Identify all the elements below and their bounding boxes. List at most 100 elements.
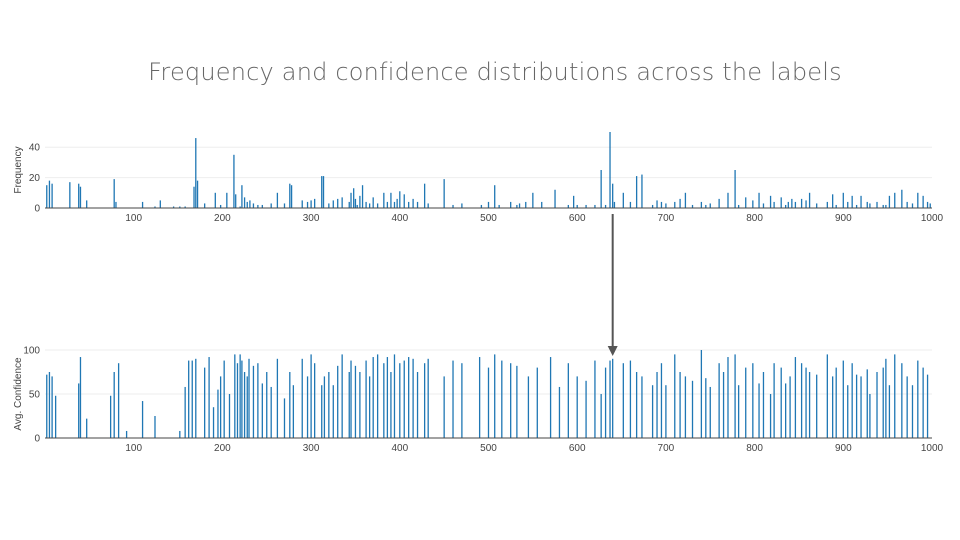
bar bbox=[306, 376, 309, 438]
bar bbox=[337, 198, 339, 208]
bar bbox=[629, 360, 632, 438]
bar bbox=[310, 354, 312, 438]
bar bbox=[301, 200, 303, 208]
bar bbox=[752, 200, 754, 208]
bar bbox=[866, 201, 868, 208]
bar bbox=[51, 376, 53, 438]
bar bbox=[758, 192, 760, 208]
y-tick-label: 50 bbox=[29, 390, 41, 401]
bar bbox=[773, 363, 775, 438]
bar bbox=[888, 385, 891, 438]
y-tick-label: 20 bbox=[29, 173, 41, 184]
bar bbox=[480, 204, 483, 208]
x-tick-label: 700 bbox=[658, 443, 675, 454]
bar bbox=[46, 374, 48, 438]
bar bbox=[289, 372, 291, 438]
bar bbox=[321, 385, 323, 438]
bar bbox=[399, 363, 401, 438]
bar bbox=[54, 395, 57, 438]
bar bbox=[691, 204, 694, 208]
bar bbox=[188, 360, 190, 438]
bar bbox=[289, 183, 291, 208]
bar bbox=[412, 198, 414, 208]
bar bbox=[842, 192, 844, 208]
confidence-chart: 0 50 100 100 200 300 400 500 600 700 800 900 1000 Avg… bbox=[13, 346, 944, 455]
bar bbox=[322, 176, 325, 208]
bar bbox=[348, 372, 350, 438]
bar bbox=[609, 132, 611, 208]
bar bbox=[249, 200, 251, 208]
x-tick-label: 400 bbox=[391, 213, 408, 224]
x-tick-label: 300 bbox=[303, 443, 320, 454]
bar bbox=[461, 363, 463, 438]
bar bbox=[390, 192, 392, 208]
bar bbox=[705, 204, 707, 208]
bar bbox=[789, 376, 791, 438]
x-tick-label: 200 bbox=[214, 213, 231, 224]
bar bbox=[195, 358, 197, 438]
bar bbox=[674, 201, 676, 208]
bar bbox=[612, 183, 614, 208]
bar bbox=[195, 138, 197, 208]
bar bbox=[917, 192, 919, 208]
bar bbox=[78, 183, 80, 208]
bar bbox=[727, 357, 729, 438]
bar bbox=[423, 183, 426, 208]
bar bbox=[337, 365, 339, 438]
bar bbox=[341, 197, 343, 208]
bar bbox=[882, 204, 884, 208]
bar bbox=[196, 180, 199, 208]
bar bbox=[368, 203, 371, 208]
bar bbox=[722, 372, 725, 438]
bar bbox=[851, 195, 853, 208]
bar bbox=[805, 200, 807, 208]
bar bbox=[241, 360, 243, 438]
y-axis-title: Avg. Confidence bbox=[13, 357, 24, 431]
bar bbox=[885, 358, 887, 438]
bar bbox=[332, 385, 334, 438]
bar bbox=[113, 372, 115, 438]
bar bbox=[773, 201, 775, 208]
bar bbox=[51, 183, 53, 208]
bar bbox=[816, 374, 818, 438]
bar bbox=[737, 204, 740, 208]
bar bbox=[876, 372, 878, 438]
bar bbox=[154, 416, 156, 438]
x-tick-label: 700 bbox=[658, 213, 675, 224]
bar bbox=[341, 354, 343, 438]
bar bbox=[573, 195, 575, 208]
bar bbox=[656, 200, 658, 208]
bar bbox=[154, 206, 156, 208]
x-tick-label: 600 bbox=[569, 213, 586, 224]
bar bbox=[141, 401, 144, 438]
bar bbox=[527, 376, 530, 438]
bar bbox=[525, 201, 527, 208]
bar bbox=[396, 198, 398, 208]
bar bbox=[386, 201, 389, 208]
x-tick-label: 300 bbox=[303, 213, 320, 224]
bar bbox=[541, 201, 543, 208]
bar bbox=[709, 203, 711, 208]
bar bbox=[894, 354, 896, 438]
bar bbox=[762, 203, 765, 208]
bar bbox=[780, 367, 782, 438]
bar bbox=[204, 203, 206, 208]
bar bbox=[290, 185, 293, 208]
x-tick-label: 800 bbox=[746, 443, 763, 454]
bar bbox=[141, 201, 144, 208]
bar bbox=[261, 383, 263, 438]
bar bbox=[427, 203, 429, 208]
bar bbox=[635, 176, 638, 208]
bar bbox=[860, 376, 862, 438]
bar bbox=[452, 360, 454, 438]
y-axis-title: Frequency bbox=[13, 146, 24, 193]
bar bbox=[808, 192, 811, 208]
bar bbox=[226, 192, 228, 208]
bar bbox=[808, 372, 811, 438]
bar bbox=[257, 204, 259, 208]
bar bbox=[292, 385, 295, 438]
bar bbox=[79, 186, 82, 208]
bar bbox=[594, 360, 596, 438]
